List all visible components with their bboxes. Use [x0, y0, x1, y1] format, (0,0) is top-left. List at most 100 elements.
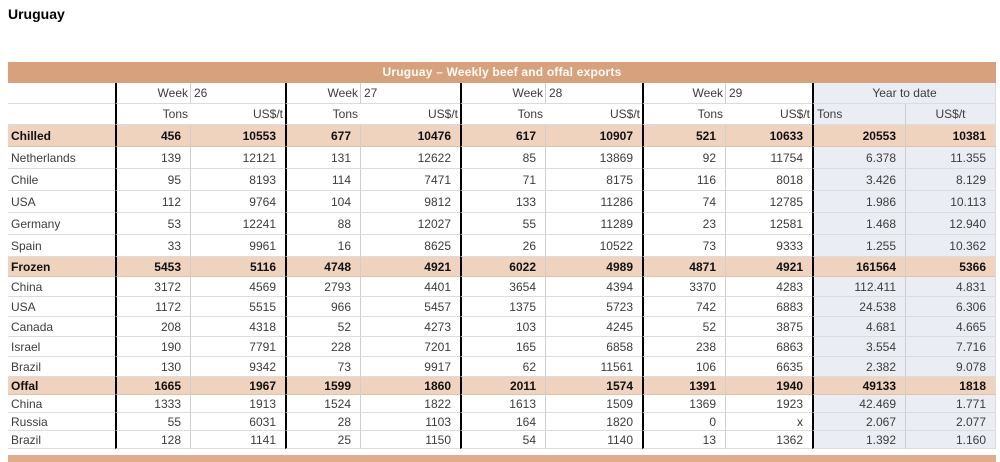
table-row: Brazil 130 9342 73 9917 62 11561 106 6635 2.382 9.…: [8, 357, 996, 377]
table-cell: 1.160: [905, 431, 996, 449]
table-cell: 12622: [360, 147, 460, 169]
tons-header: Tons: [642, 104, 725, 125]
table-cell: 6858: [545, 337, 642, 357]
table-cell: 5515: [190, 297, 285, 317]
table-cell: 1.255: [812, 235, 905, 257]
table-cell: 1665: [115, 377, 190, 395]
table-cell: 92: [642, 147, 725, 169]
usd-header: US$/t: [725, 104, 812, 125]
table-cell: 1574: [545, 377, 642, 395]
row-label: Chilled: [8, 125, 115, 147]
table-cell: 10381: [905, 125, 996, 147]
year-to-date-label: Year to date: [812, 83, 996, 104]
table-cell: 11286: [545, 191, 642, 213]
table-cell: 73: [285, 357, 360, 377]
table-cell: 3.554: [812, 337, 905, 357]
table-cell: 10476: [360, 125, 460, 147]
week-number: 27: [360, 83, 460, 104]
table-cell: 13869: [545, 147, 642, 169]
table-row: Israel 190 7791 228 7201 165 6858 238 6863 3.554 7…: [8, 337, 996, 357]
table-cell: 1.986: [812, 191, 905, 213]
table-cell: 114: [285, 169, 360, 191]
table-cell: 1391: [642, 377, 725, 395]
table-cell: 7.716: [905, 337, 996, 357]
table-row: Spain 33 9961 16 8625 26 10522 73 9333 1.255 10.36…: [8, 235, 996, 257]
row-label: Russia: [8, 413, 115, 431]
table-cell: 12027: [360, 213, 460, 235]
week-label: Week: [115, 83, 190, 104]
week-number: 28: [545, 83, 642, 104]
table-title-banner: Uruguay – Weekly beef and offal exports: [8, 62, 996, 83]
table-cell: 521: [642, 125, 725, 147]
table-cell: 3370: [642, 277, 725, 297]
table-cell: 1141: [190, 431, 285, 449]
tons-header: Tons: [460, 104, 545, 125]
table-cell: 10522: [545, 235, 642, 257]
table-cell: 10.362: [905, 235, 996, 257]
table-cell: 4245: [545, 317, 642, 337]
table-cell: 1820: [545, 413, 642, 431]
table-cell: 5116: [190, 257, 285, 277]
table-cell: 12121: [190, 147, 285, 169]
table-cell: 6635: [725, 357, 812, 377]
table-cell: 4.681: [812, 317, 905, 337]
table-cell: 208: [115, 317, 190, 337]
ytd-usd-header: US$/t: [905, 104, 996, 125]
tons-header: Tons: [285, 104, 360, 125]
table-cell: 26: [460, 235, 545, 257]
table-cell: 104: [285, 191, 360, 213]
week-number: 26: [190, 83, 285, 104]
table-cell: 2011: [460, 377, 545, 395]
table-cell: 103: [460, 317, 545, 337]
table-cell: 139: [115, 147, 190, 169]
table-body: Chilled 456 10553 677 10476 617 10907 521 10633 2…: [8, 125, 996, 449]
table-row: USA 112 9764 104 9812 133 11286 74 12785 1.986 10.…: [8, 191, 996, 213]
table-cell: 1375: [460, 297, 545, 317]
table-cell: 8175: [545, 169, 642, 191]
table-cell: 71: [460, 169, 545, 191]
weekly-exports-table: Uruguay – Weekly beef and offal exports …: [8, 62, 996, 449]
table-cell: 228: [285, 337, 360, 357]
table-cell: 238: [642, 337, 725, 357]
table-cell: 128: [115, 431, 190, 449]
table-row: Frozen 5453 5116 4748 4921 6022 4989 4871 4921 16…: [8, 257, 996, 277]
table-cell: 6.378: [812, 147, 905, 169]
table-cell: 25: [285, 431, 360, 449]
header-row-units: Tons US$/t Tons US$/t Tons US$/t Tons US$/t Tons…: [8, 104, 996, 125]
table-cell: 1822: [360, 395, 460, 413]
table-cell: 1.771: [905, 395, 996, 413]
table-cell: 1369: [642, 395, 725, 413]
table-cell: 10907: [545, 125, 642, 147]
table-cell: 7201: [360, 337, 460, 357]
table-cell: 0: [642, 413, 725, 431]
table-cell: 42.469: [812, 395, 905, 413]
table-cell: 1172: [115, 297, 190, 317]
table-cell: 4748: [285, 257, 360, 277]
table-cell: 4401: [360, 277, 460, 297]
table-cell: 9961: [190, 235, 285, 257]
table-cell: 8193: [190, 169, 285, 191]
table-cell: 1150: [360, 431, 460, 449]
row-label: Offal: [8, 377, 115, 395]
row-label: Spain: [8, 235, 115, 257]
table-cell: 52: [642, 317, 725, 337]
table-cell: 11754: [725, 147, 812, 169]
table-cell: 133: [460, 191, 545, 213]
table-cell: 2793: [285, 277, 360, 297]
row-label: Germany: [8, 213, 115, 235]
table-cell: 62: [460, 357, 545, 377]
table-header: Week 26 Week 27 Week 28 Week 29 Year to date Tons…: [8, 83, 996, 125]
table-cell: 52: [285, 317, 360, 337]
table-cell: 6.306: [905, 297, 996, 317]
table-cell: x: [725, 413, 812, 431]
table-cell: 6883: [725, 297, 812, 317]
week-label: Week: [285, 83, 360, 104]
row-label: Brazil: [8, 357, 115, 377]
usd-header: US$/t: [360, 104, 460, 125]
corner-cell: [8, 83, 115, 104]
table-cell: 5457: [360, 297, 460, 317]
table-cell: 1913: [190, 395, 285, 413]
table-cell: 112: [115, 191, 190, 213]
table-cell: 11289: [545, 213, 642, 235]
week-label: Week: [460, 83, 545, 104]
